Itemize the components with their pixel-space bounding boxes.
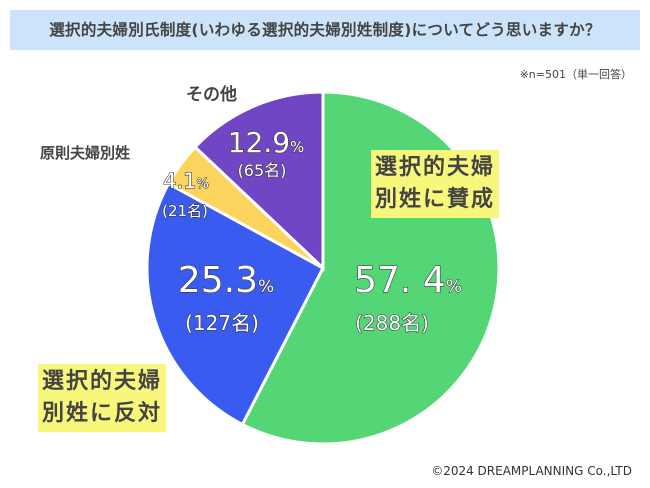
label-principle: 原則夫婦別姓 — [40, 144, 131, 162]
label-approve: 選択的夫婦 別姓に賛成 — [371, 150, 500, 218]
label-approve-line1: 選択的夫婦 — [375, 155, 496, 180]
count-label-approve: (288名) — [355, 311, 429, 335]
count-label-other: (65名) — [238, 161, 287, 180]
copyright: ©2024 DREAMPLANNING Co.,LTD — [431, 464, 632, 478]
label-other: その他 — [186, 85, 237, 105]
count-label-oppose: (127名) — [185, 311, 259, 335]
pie-slice-oppose — [145, 181, 326, 427]
chart-title: 選択的夫婦別氏制度(いわゆる選択的夫婦別姓制度)についてどう思いますか？ — [49, 21, 601, 39]
count-label-principle: (21名) — [162, 202, 208, 220]
pct-label-oppose: 25.3% — [178, 260, 274, 301]
sample-note: ※n=501（単一回答） — [519, 68, 632, 81]
pct-label-other: 12.9% — [228, 126, 305, 159]
pct-label-approve: 57. 4% — [354, 260, 462, 301]
label-oppose: 選択的夫婦 別姓に反対 — [38, 364, 167, 432]
title-banner: 選択的夫婦別氏制度(いわゆる選択的夫婦別姓制度)についてどう思いますか？ — [10, 10, 640, 50]
label-oppose-line2: 別姓に反対 — [42, 401, 163, 426]
pct-label-principle: 4.1% — [163, 169, 209, 193]
pie-slice-other — [193, 90, 325, 272]
label-approve-line2: 別姓に賛成 — [375, 187, 496, 212]
label-oppose-line1: 選択的夫婦 — [42, 369, 163, 394]
